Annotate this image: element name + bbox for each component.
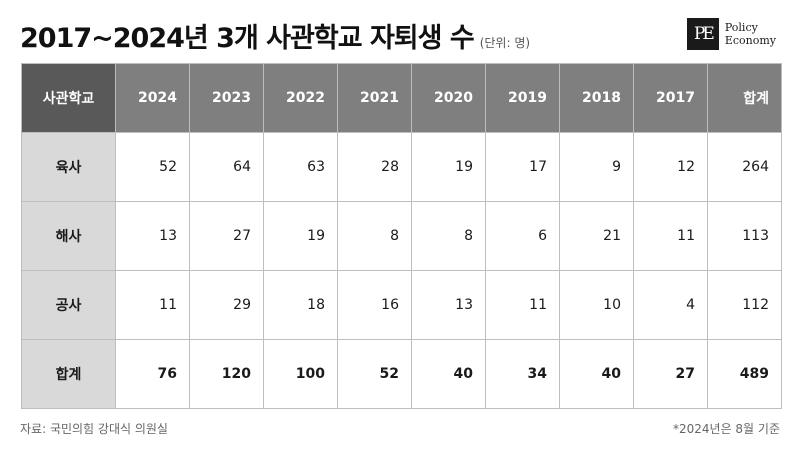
row-header: 해사 xyxy=(21,201,116,271)
table-row: 육사 52 64 63 28 19 17 9 12 264 xyxy=(21,132,782,202)
title-row: 2017~2024년 3개 사관학교 자퇴생 수 (단위: 명) xyxy=(20,16,530,55)
logo-mark-icon: PE xyxy=(686,18,719,50)
logo-line-1: Policy xyxy=(724,21,758,34)
source-caption: 자료: 국민의힘 강대식 의원실 xyxy=(20,422,168,436)
table-cell: 100 xyxy=(263,339,338,409)
table-cell: 8 xyxy=(337,201,412,271)
logo-line-2: Economy xyxy=(724,34,776,47)
table-cell: 64 xyxy=(189,132,264,202)
table-cell: 19 xyxy=(263,201,338,271)
unit-label: (단위: 명) xyxy=(479,36,531,50)
row-header: 공사 xyxy=(21,270,116,340)
page-title: 2017~2024년 3개 사관학교 자퇴생 수 xyxy=(20,23,475,54)
header-cell: 2024 xyxy=(115,63,190,133)
table-cell: 13 xyxy=(411,270,486,340)
table-cell: 264 xyxy=(707,132,782,202)
total-row: 합계 76 120 100 52 40 34 40 27 489 xyxy=(21,339,782,409)
table-cell: 11 xyxy=(633,201,708,271)
header-cell: 2023 xyxy=(189,63,264,133)
header-cell: 2020 xyxy=(411,63,486,133)
footnote: *2024년은 8월 기준 xyxy=(672,422,780,436)
header-cell: 2018 xyxy=(559,63,634,133)
table-cell: 63 xyxy=(263,132,338,202)
table-cell: 9 xyxy=(559,132,634,202)
logo-text: Policy Economy xyxy=(725,21,776,47)
table-cell: 18 xyxy=(263,270,338,340)
table-cell: 27 xyxy=(189,201,264,271)
table-cell: 8 xyxy=(411,201,486,271)
header-cell: 2019 xyxy=(485,63,560,133)
table-cell: 40 xyxy=(559,339,634,409)
header-cell: 2017 xyxy=(633,63,708,133)
table-cell: 29 xyxy=(189,270,264,340)
table-cell: 28 xyxy=(337,132,412,202)
table-cell: 4 xyxy=(633,270,708,340)
table-cell: 27 xyxy=(633,339,708,409)
table-cell: 112 xyxy=(707,270,782,340)
table-cell: 120 xyxy=(189,339,264,409)
header-cell: 2022 xyxy=(263,63,338,133)
table-cell: 6 xyxy=(485,201,560,271)
table-cell: 16 xyxy=(337,270,412,340)
table-cell: 52 xyxy=(337,339,412,409)
table-cell: 489 xyxy=(707,339,782,409)
table-cell: 76 xyxy=(115,339,190,409)
table-cell: 21 xyxy=(559,201,634,271)
table-cell: 17 xyxy=(485,132,560,202)
table-cell: 34 xyxy=(485,339,560,409)
publisher-logo: PE Policy Economy xyxy=(686,18,776,50)
header-row: 사관학교 2024 2023 2022 2021 2020 2019 2018 … xyxy=(21,63,782,133)
table-row: 공사 11 29 18 16 13 11 10 4 112 xyxy=(21,270,782,340)
table-cell: 13 xyxy=(115,201,190,271)
header-corner: 사관학교 xyxy=(21,63,116,133)
table-cell: 52 xyxy=(115,132,190,202)
table-cell: 12 xyxy=(633,132,708,202)
table-cell: 11 xyxy=(115,270,190,340)
table-cell: 19 xyxy=(411,132,486,202)
header-cell: 2021 xyxy=(337,63,412,133)
dropout-table: 사관학교 2024 2023 2022 2021 2020 2019 2018 … xyxy=(21,63,782,409)
table-cell: 11 xyxy=(485,270,560,340)
table-cell: 113 xyxy=(707,201,782,271)
table-cell: 10 xyxy=(559,270,634,340)
table-row: 해사 13 27 19 8 8 6 21 11 113 xyxy=(21,201,782,271)
row-header: 육사 xyxy=(21,132,116,202)
table-cell: 40 xyxy=(411,339,486,409)
row-header: 합계 xyxy=(21,339,116,409)
header-cell: 합계 xyxy=(707,63,782,133)
